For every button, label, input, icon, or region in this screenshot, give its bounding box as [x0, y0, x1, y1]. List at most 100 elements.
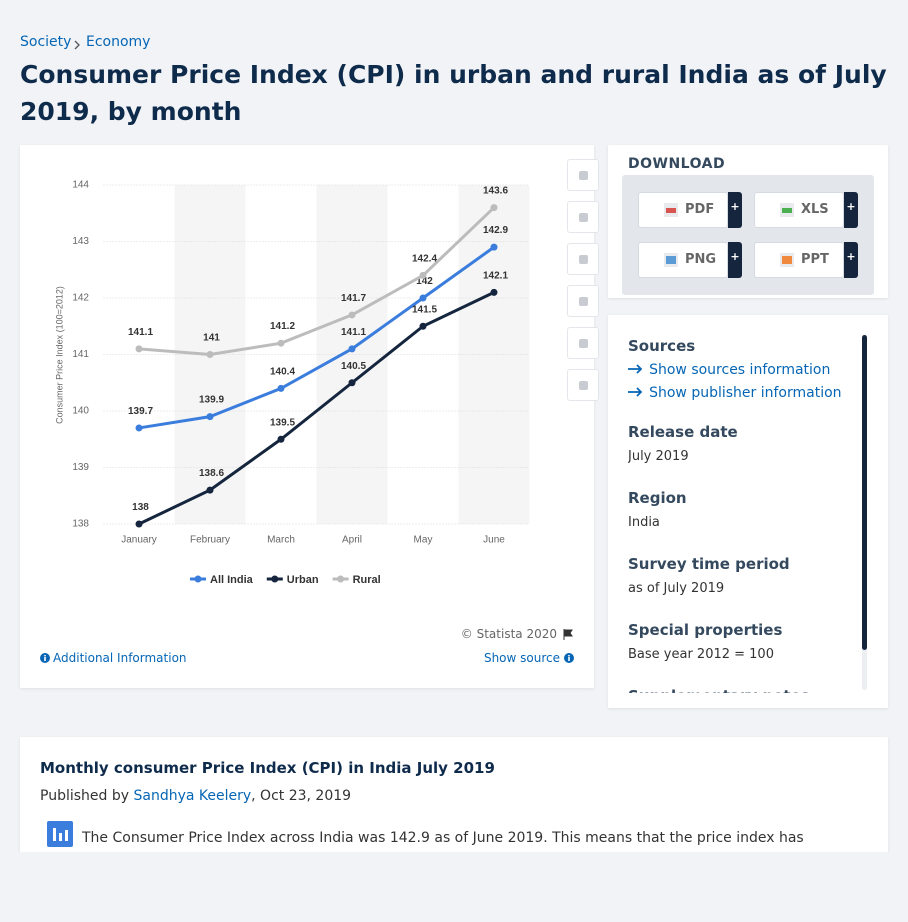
plus[interactable]: +	[728, 192, 742, 228]
arrow-icon	[628, 364, 643, 374]
info-heading: Supplementary notes	[628, 687, 853, 693]
settings-button[interactable]	[567, 243, 599, 275]
data-label: 143.6	[483, 186, 508, 197]
y-axis-title: Consumer Price Index (100=2012)	[54, 286, 64, 424]
point	[490, 243, 498, 251]
series-line	[138, 245, 495, 430]
info-value: as of July 2019	[628, 581, 725, 596]
favorite-button[interactable]	[567, 159, 599, 191]
info-card: Sources Show sources information Show pu…	[608, 315, 888, 708]
format: PNG	[685, 252, 717, 267]
share-button[interactable]	[567, 285, 599, 317]
show-source-link[interactable]: Show source	[483, 651, 560, 665]
point	[419, 322, 427, 330]
link-row[interactable]: Show publisher information	[628, 382, 853, 401]
details: Release date July 2019 Region India Survey t…	[628, 423, 853, 693]
x-tick-label: June	[483, 535, 505, 546]
plus[interactable]: +	[844, 192, 858, 228]
plus[interactable]: +	[728, 242, 742, 278]
point	[206, 486, 214, 494]
article-title: Monthly consumer Price Index (CPI) in In…	[40, 759, 495, 777]
data-label: 139.9	[199, 395, 224, 406]
data-label: 139.7	[128, 406, 153, 417]
info-heading: Survey time period	[628, 555, 790, 573]
format: PDF	[685, 202, 715, 217]
print-button[interactable]	[567, 369, 599, 401]
breadcrumb-link[interactable]: Economy	[86, 34, 151, 50]
scrollbar[interactable]	[862, 335, 867, 690]
data-label: 140.4	[270, 366, 295, 377]
data-label: 138	[132, 502, 149, 513]
legend-label: All India	[210, 574, 254, 586]
data-label: 142.4	[412, 253, 437, 264]
point	[135, 520, 143, 528]
x-tick-label: May	[414, 535, 433, 546]
additional-info-link[interactable]: Additional Information	[53, 651, 187, 665]
y-tick-label: 144	[72, 180, 89, 191]
series-line	[138, 206, 496, 357]
arrow-icon	[628, 387, 643, 397]
download-card: DOWNLOAD PDF + XLS + PNG + PPT +	[608, 145, 888, 298]
info-heading: Special properties	[628, 621, 783, 639]
cite-button[interactable]	[567, 327, 599, 359]
point	[135, 345, 143, 353]
point	[206, 351, 214, 358]
data-label: 141.5	[412, 304, 437, 315]
legend-label: Urban	[287, 574, 319, 586]
point	[419, 271, 427, 279]
data-label: 141.7	[341, 293, 366, 304]
data-label: 141.1	[341, 327, 366, 338]
info-heading: Region	[628, 489, 687, 507]
point	[277, 435, 285, 443]
alert-button[interactable]	[567, 201, 599, 233]
x-tick-label: February	[190, 535, 230, 546]
breadcrumb-link[interactable]: Society	[20, 34, 72, 50]
author-link[interactable]: Sandhya Keelery	[133, 788, 252, 804]
article-text: The Consumer Price Index across India wa…	[82, 830, 804, 846]
link-row[interactable]: Show sources information	[628, 359, 853, 378]
info-value: India	[628, 515, 660, 530]
info-heading: Sources	[628, 337, 696, 355]
data-label: 142.1	[483, 270, 508, 281]
y-tick-label: 141	[72, 349, 89, 360]
data-label: 141.2	[270, 321, 295, 332]
info-link[interactable]: Show publisher information	[649, 385, 842, 401]
plus[interactable]: +	[844, 242, 858, 278]
point	[419, 294, 427, 302]
point	[490, 204, 498, 212]
y-tick-label: 140	[72, 406, 89, 417]
download-title: DOWNLOAD	[628, 156, 726, 172]
download-panel: PDF + XLS + PNG + PPT +	[622, 175, 874, 295]
download-button[interactable]: PNG +	[638, 242, 742, 278]
x-tick-label: April	[342, 535, 362, 546]
download-button[interactable]: PPT +	[754, 242, 858, 278]
copyright: © Statista 2020	[460, 627, 557, 641]
point	[348, 379, 356, 387]
download-button[interactable]: PDF +	[638, 192, 742, 228]
data-label: 141.1	[128, 327, 153, 338]
chevron	[74, 40, 80, 50]
x-tick-label: January	[121, 535, 157, 546]
download-button[interactable]: XLS +	[754, 192, 858, 228]
stat-icon	[47, 821, 73, 847]
legend-marker	[194, 575, 202, 583]
info-value: Base year 2012 = 100	[628, 647, 774, 662]
data-label: 141	[203, 333, 220, 344]
point	[206, 413, 214, 421]
column-band	[316, 185, 388, 524]
data-label: 140.5	[341, 361, 366, 372]
chart-card: 138 139 140 141 142 143 144 Consumer Price Inde…	[20, 145, 599, 688]
info-heading: Release date	[628, 423, 738, 441]
point	[135, 424, 143, 432]
point	[277, 384, 285, 392]
legend-label: Rural	[353, 574, 381, 586]
point	[277, 339, 285, 347]
chart: 138 139 140 141 142 143 144 Consumer Price Inde…	[54, 180, 530, 586]
y-tick-label: 138	[72, 519, 89, 530]
published-by: Published by	[40, 788, 130, 804]
data-label: 138.6	[199, 468, 224, 479]
info-value: July 2019	[628, 449, 689, 464]
info-link[interactable]: Show sources information	[649, 362, 831, 378]
flag-icon[interactable]	[563, 629, 573, 640]
